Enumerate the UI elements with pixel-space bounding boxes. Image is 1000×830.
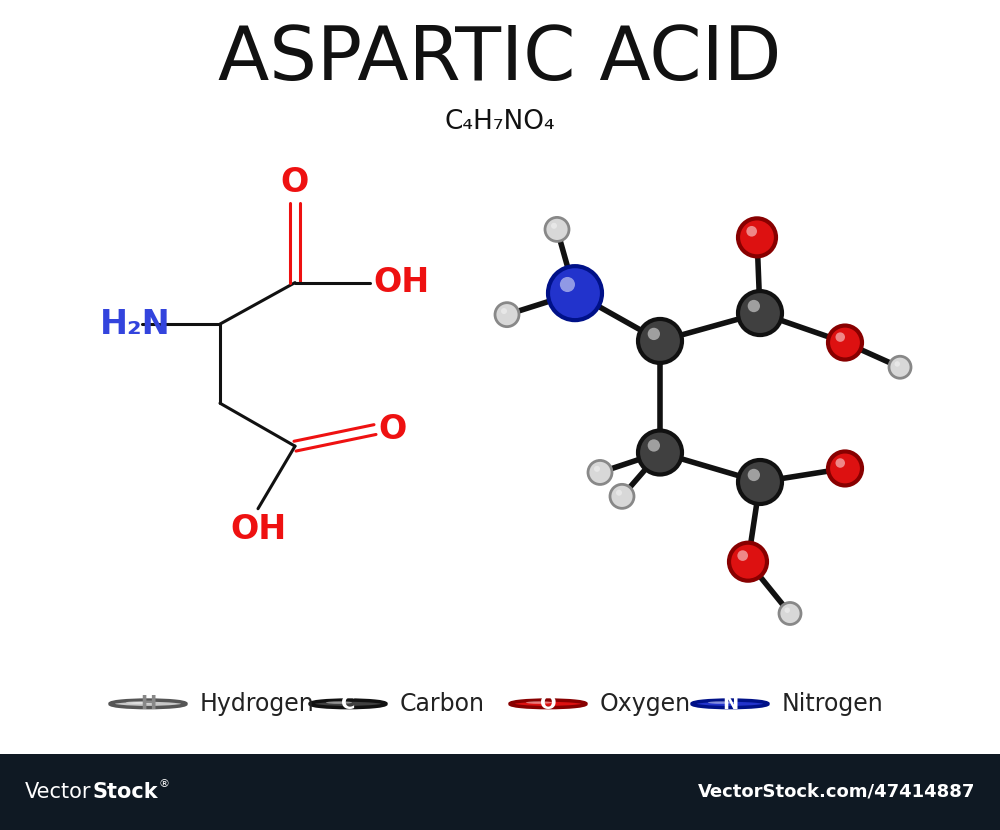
Circle shape: [895, 361, 900, 367]
Circle shape: [638, 431, 682, 475]
Text: VectorStock.com/47414887: VectorStock.com/47414887: [698, 783, 975, 801]
Text: N: N: [722, 695, 738, 713]
Text: C₄H₇NO₄: C₄H₇NO₄: [445, 110, 555, 135]
Text: OH: OH: [230, 513, 286, 545]
Circle shape: [889, 356, 911, 378]
Circle shape: [551, 222, 557, 229]
Text: O: O: [378, 413, 406, 446]
Circle shape: [784, 608, 790, 613]
Circle shape: [310, 700, 386, 708]
Text: Oxygen: Oxygen: [600, 692, 691, 715]
Circle shape: [779, 603, 801, 624]
Text: C: C: [341, 695, 355, 713]
Text: H₂N: H₂N: [100, 308, 171, 340]
Circle shape: [548, 266, 602, 320]
Text: O: O: [540, 695, 556, 713]
Circle shape: [828, 325, 862, 359]
Circle shape: [526, 701, 552, 704]
Circle shape: [692, 700, 768, 708]
Circle shape: [738, 460, 782, 504]
Text: Hydrogen: Hydrogen: [200, 692, 315, 715]
Circle shape: [835, 332, 845, 342]
Circle shape: [746, 226, 757, 237]
Circle shape: [835, 458, 845, 468]
Circle shape: [616, 490, 622, 496]
Circle shape: [110, 700, 186, 708]
Circle shape: [588, 461, 612, 485]
Text: H: H: [140, 695, 156, 713]
Circle shape: [560, 277, 575, 292]
Circle shape: [594, 466, 600, 471]
Circle shape: [648, 328, 660, 340]
Text: Stock: Stock: [92, 782, 158, 802]
Circle shape: [737, 550, 748, 561]
Circle shape: [495, 303, 519, 327]
Circle shape: [708, 701, 734, 704]
Circle shape: [501, 308, 507, 314]
Text: ®: ®: [158, 779, 169, 789]
Circle shape: [510, 700, 586, 708]
Circle shape: [545, 217, 569, 242]
FancyBboxPatch shape: [0, 754, 1000, 830]
Text: Nitrogen: Nitrogen: [782, 692, 884, 715]
Circle shape: [648, 439, 660, 452]
Circle shape: [748, 469, 760, 481]
Text: Vector: Vector: [25, 782, 92, 802]
Circle shape: [326, 701, 352, 704]
Circle shape: [126, 701, 152, 704]
Text: ASPARTIC ACID: ASPARTIC ACID: [218, 22, 782, 95]
Circle shape: [828, 452, 862, 486]
Circle shape: [748, 300, 760, 312]
Circle shape: [610, 485, 634, 508]
Circle shape: [638, 319, 682, 363]
Circle shape: [729, 543, 767, 581]
Text: O: O: [281, 167, 309, 199]
Circle shape: [738, 291, 782, 335]
Text: OH: OH: [373, 266, 429, 299]
Text: Carbon: Carbon: [400, 692, 485, 715]
Circle shape: [738, 218, 776, 256]
